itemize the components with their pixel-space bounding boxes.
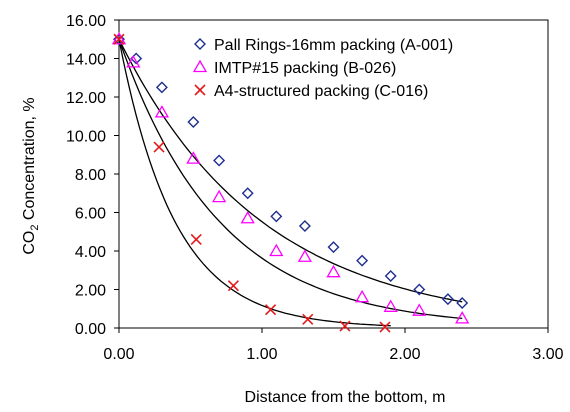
axis-titles: Distance from the bottom, m CO2 Concentr… xyxy=(21,97,445,406)
a4-structured-point xyxy=(339,320,351,332)
legend: Pall Rings-16mm packing (A-001) IMTP#15 p… xyxy=(192,37,453,100)
y-tick-label: 6.00 xyxy=(75,206,106,223)
pall-rings-point xyxy=(298,219,311,232)
y-tick-label: 8.00 xyxy=(75,167,106,184)
pall-rings-point xyxy=(270,210,283,223)
y-tick-label: 0.00 xyxy=(75,321,106,338)
x-marker-stroke xyxy=(339,320,351,332)
imtp-point xyxy=(354,289,370,303)
legend-label: IMTP#15 packing (B-026) xyxy=(214,60,396,77)
y-tick-label: 12.00 xyxy=(66,90,106,107)
a4-structured-point xyxy=(153,141,165,153)
pall-rings-point xyxy=(187,116,200,129)
y-tick-label: 16.00 xyxy=(66,13,106,30)
tick-labels: 0.00 2.00 4.00 6.00 8.00 10.00 12.00 14.00 16.00… xyxy=(66,13,564,363)
pall-rings-point xyxy=(441,293,454,306)
y-axis-title-prefix: CO xyxy=(21,231,38,255)
pall-rings-point xyxy=(241,187,254,200)
pall-rings-point xyxy=(213,154,226,167)
x-marker-stroke xyxy=(190,233,202,246)
a4-structured-point xyxy=(190,233,202,246)
x-tick-label: 0.00 xyxy=(103,346,134,363)
legend-marker xyxy=(192,59,208,73)
imtp-point xyxy=(455,311,470,324)
pall-rings-point xyxy=(155,81,168,94)
pall-rings-point xyxy=(384,270,397,283)
y-axis-title: CO2 Concentration, % xyxy=(21,97,41,254)
y-axis-title-subscript: 2 xyxy=(29,225,41,231)
y-axis-title-suffix: Concentration, % xyxy=(21,97,38,224)
x-marker-stroke xyxy=(302,313,314,325)
trend-line xyxy=(118,39,463,303)
imtp-point xyxy=(154,105,170,118)
x-tick-label: 1.00 xyxy=(246,346,277,363)
x-marker-stroke xyxy=(153,141,165,153)
trend-lines xyxy=(118,39,463,327)
data-points xyxy=(111,31,470,333)
x-marker-stroke xyxy=(265,304,277,316)
imtp-point xyxy=(297,249,313,262)
legend-item-imtp: IMTP#15 packing (B-026) xyxy=(192,59,396,77)
pall-rings-point xyxy=(413,283,426,296)
a4-structured-point xyxy=(379,321,391,333)
legend-item-pall-rings: Pall Rings-16mm packing (A-001) xyxy=(194,37,453,54)
a4-structured-point xyxy=(113,33,125,45)
trend-line xyxy=(118,39,463,320)
legend-item-a4-structured: A4-structured packing (C-016) xyxy=(194,83,428,100)
y-tick-label: 4.00 xyxy=(75,244,106,261)
legend-label: A4-structured packing (C-016) xyxy=(214,83,428,100)
pall-rings-point xyxy=(327,241,340,254)
trend-line xyxy=(118,39,391,327)
legend-marker xyxy=(194,38,206,50)
x-axis-title: Distance from the bottom, m xyxy=(245,389,446,406)
imtp-point xyxy=(111,31,127,45)
imtp-point xyxy=(126,55,141,68)
x-tick-label: 2.00 xyxy=(389,346,420,363)
y-tick-label: 2.00 xyxy=(75,283,106,300)
imtp-point xyxy=(383,299,398,312)
a4-structured-point xyxy=(265,304,277,316)
x-marker-stroke xyxy=(227,280,239,292)
imtp-point xyxy=(186,151,201,164)
axes xyxy=(114,19,549,333)
x-tick-label: 3.00 xyxy=(532,346,563,363)
imtp-point xyxy=(269,243,284,257)
pall-rings-point xyxy=(456,296,469,309)
a4-structured-point xyxy=(227,280,239,292)
x-marker-stroke xyxy=(379,321,391,333)
pall-rings-point xyxy=(356,254,369,267)
a4-structured-point xyxy=(302,313,314,325)
x-marker-stroke xyxy=(194,84,206,96)
imtp-point xyxy=(412,303,427,316)
legend-label: Pall Rings-16mm packing (A-001) xyxy=(214,37,453,54)
y-tick-label: 10.00 xyxy=(66,129,106,146)
imtp-point xyxy=(211,189,227,203)
y-tick-label: 14.00 xyxy=(66,52,106,69)
legend-marker xyxy=(194,84,206,96)
imtp-point xyxy=(326,264,341,278)
x-marker-stroke xyxy=(113,33,125,45)
imtp-point xyxy=(240,210,255,224)
